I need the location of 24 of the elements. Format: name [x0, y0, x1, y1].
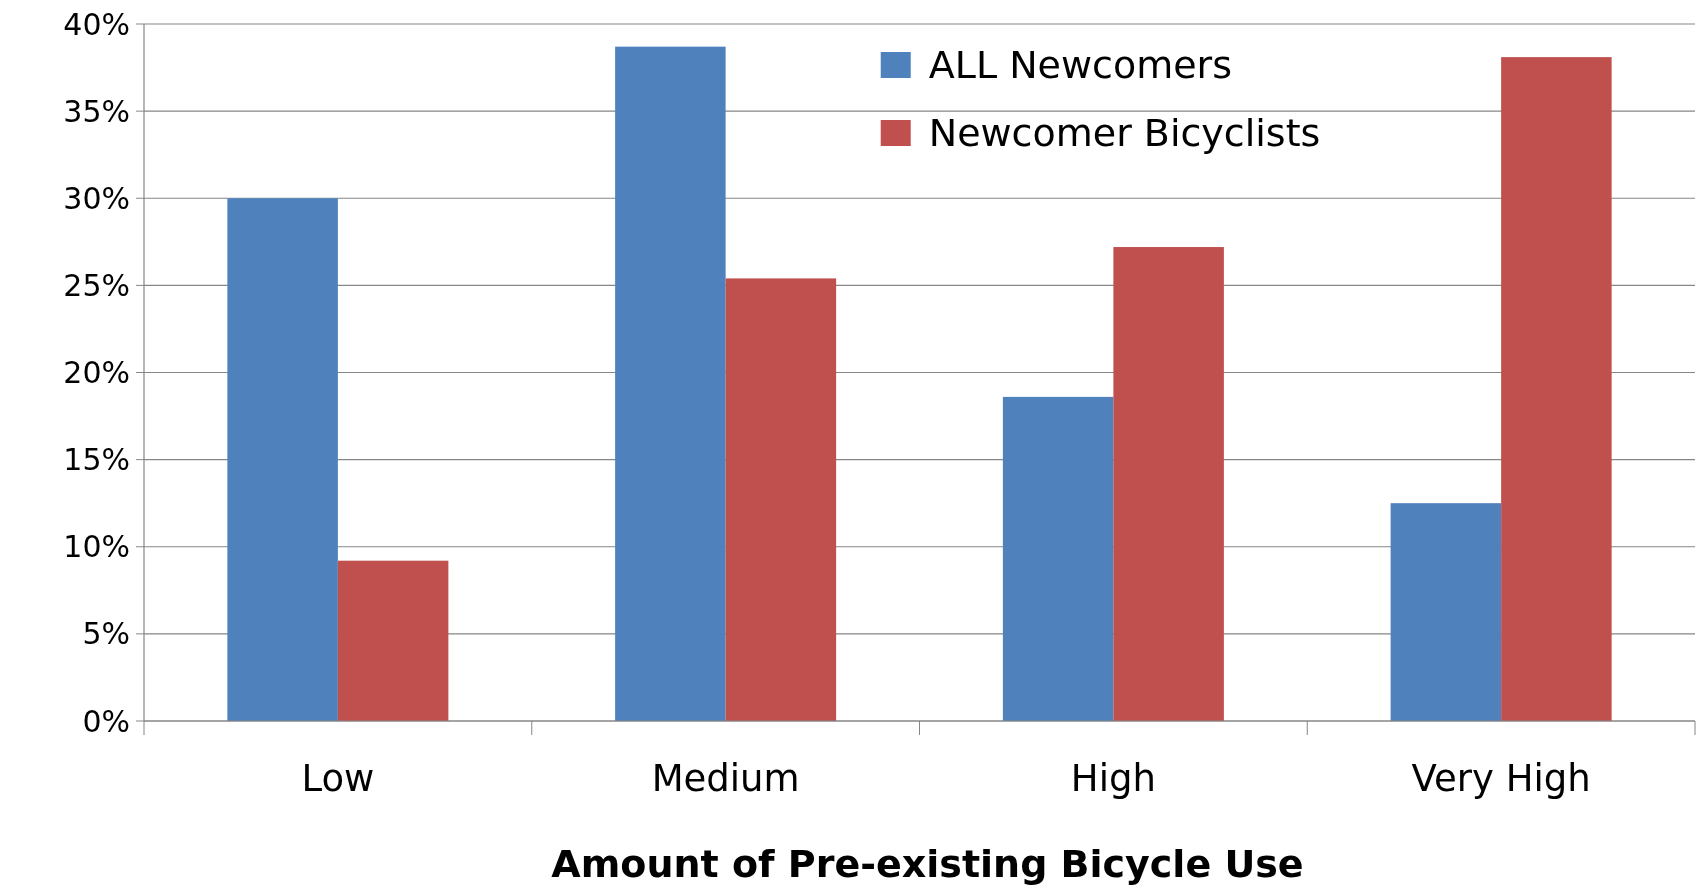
x-tick-label: High: [1070, 757, 1156, 800]
bar: [725, 278, 837, 721]
bar: [227, 198, 338, 721]
x-tick-label: Medium: [651, 757, 800, 800]
bar: [1113, 247, 1224, 721]
x-tick-label: Low: [301, 757, 375, 800]
x-tick-label: Very High: [1411, 757, 1591, 800]
bar: [1390, 503, 1502, 721]
y-tick-label: 40%: [63, 6, 130, 42]
legend-label: ALL Newcomers: [928, 43, 1232, 88]
bar: [1501, 57, 1612, 721]
y-tick-label: 30%: [63, 180, 130, 216]
y-tick-label: 10%: [63, 529, 130, 565]
y-tick-label: 20%: [63, 355, 130, 390]
y-tick-label: 15%: [63, 442, 130, 478]
bar: [337, 560, 449, 721]
y-tick-label: 35%: [63, 93, 130, 129]
y-tick-label: 25%: [63, 267, 130, 303]
x-axis-title: Amount of Pre-existing Bicycle Use: [551, 842, 1304, 886]
y-tick-label: 0%: [82, 703, 130, 739]
y-tick-label: 5%: [82, 616, 130, 652]
bar: [615, 46, 726, 721]
bar: [1002, 396, 1114, 721]
legend-label: Newcomer Bicyclists: [928, 111, 1321, 156]
